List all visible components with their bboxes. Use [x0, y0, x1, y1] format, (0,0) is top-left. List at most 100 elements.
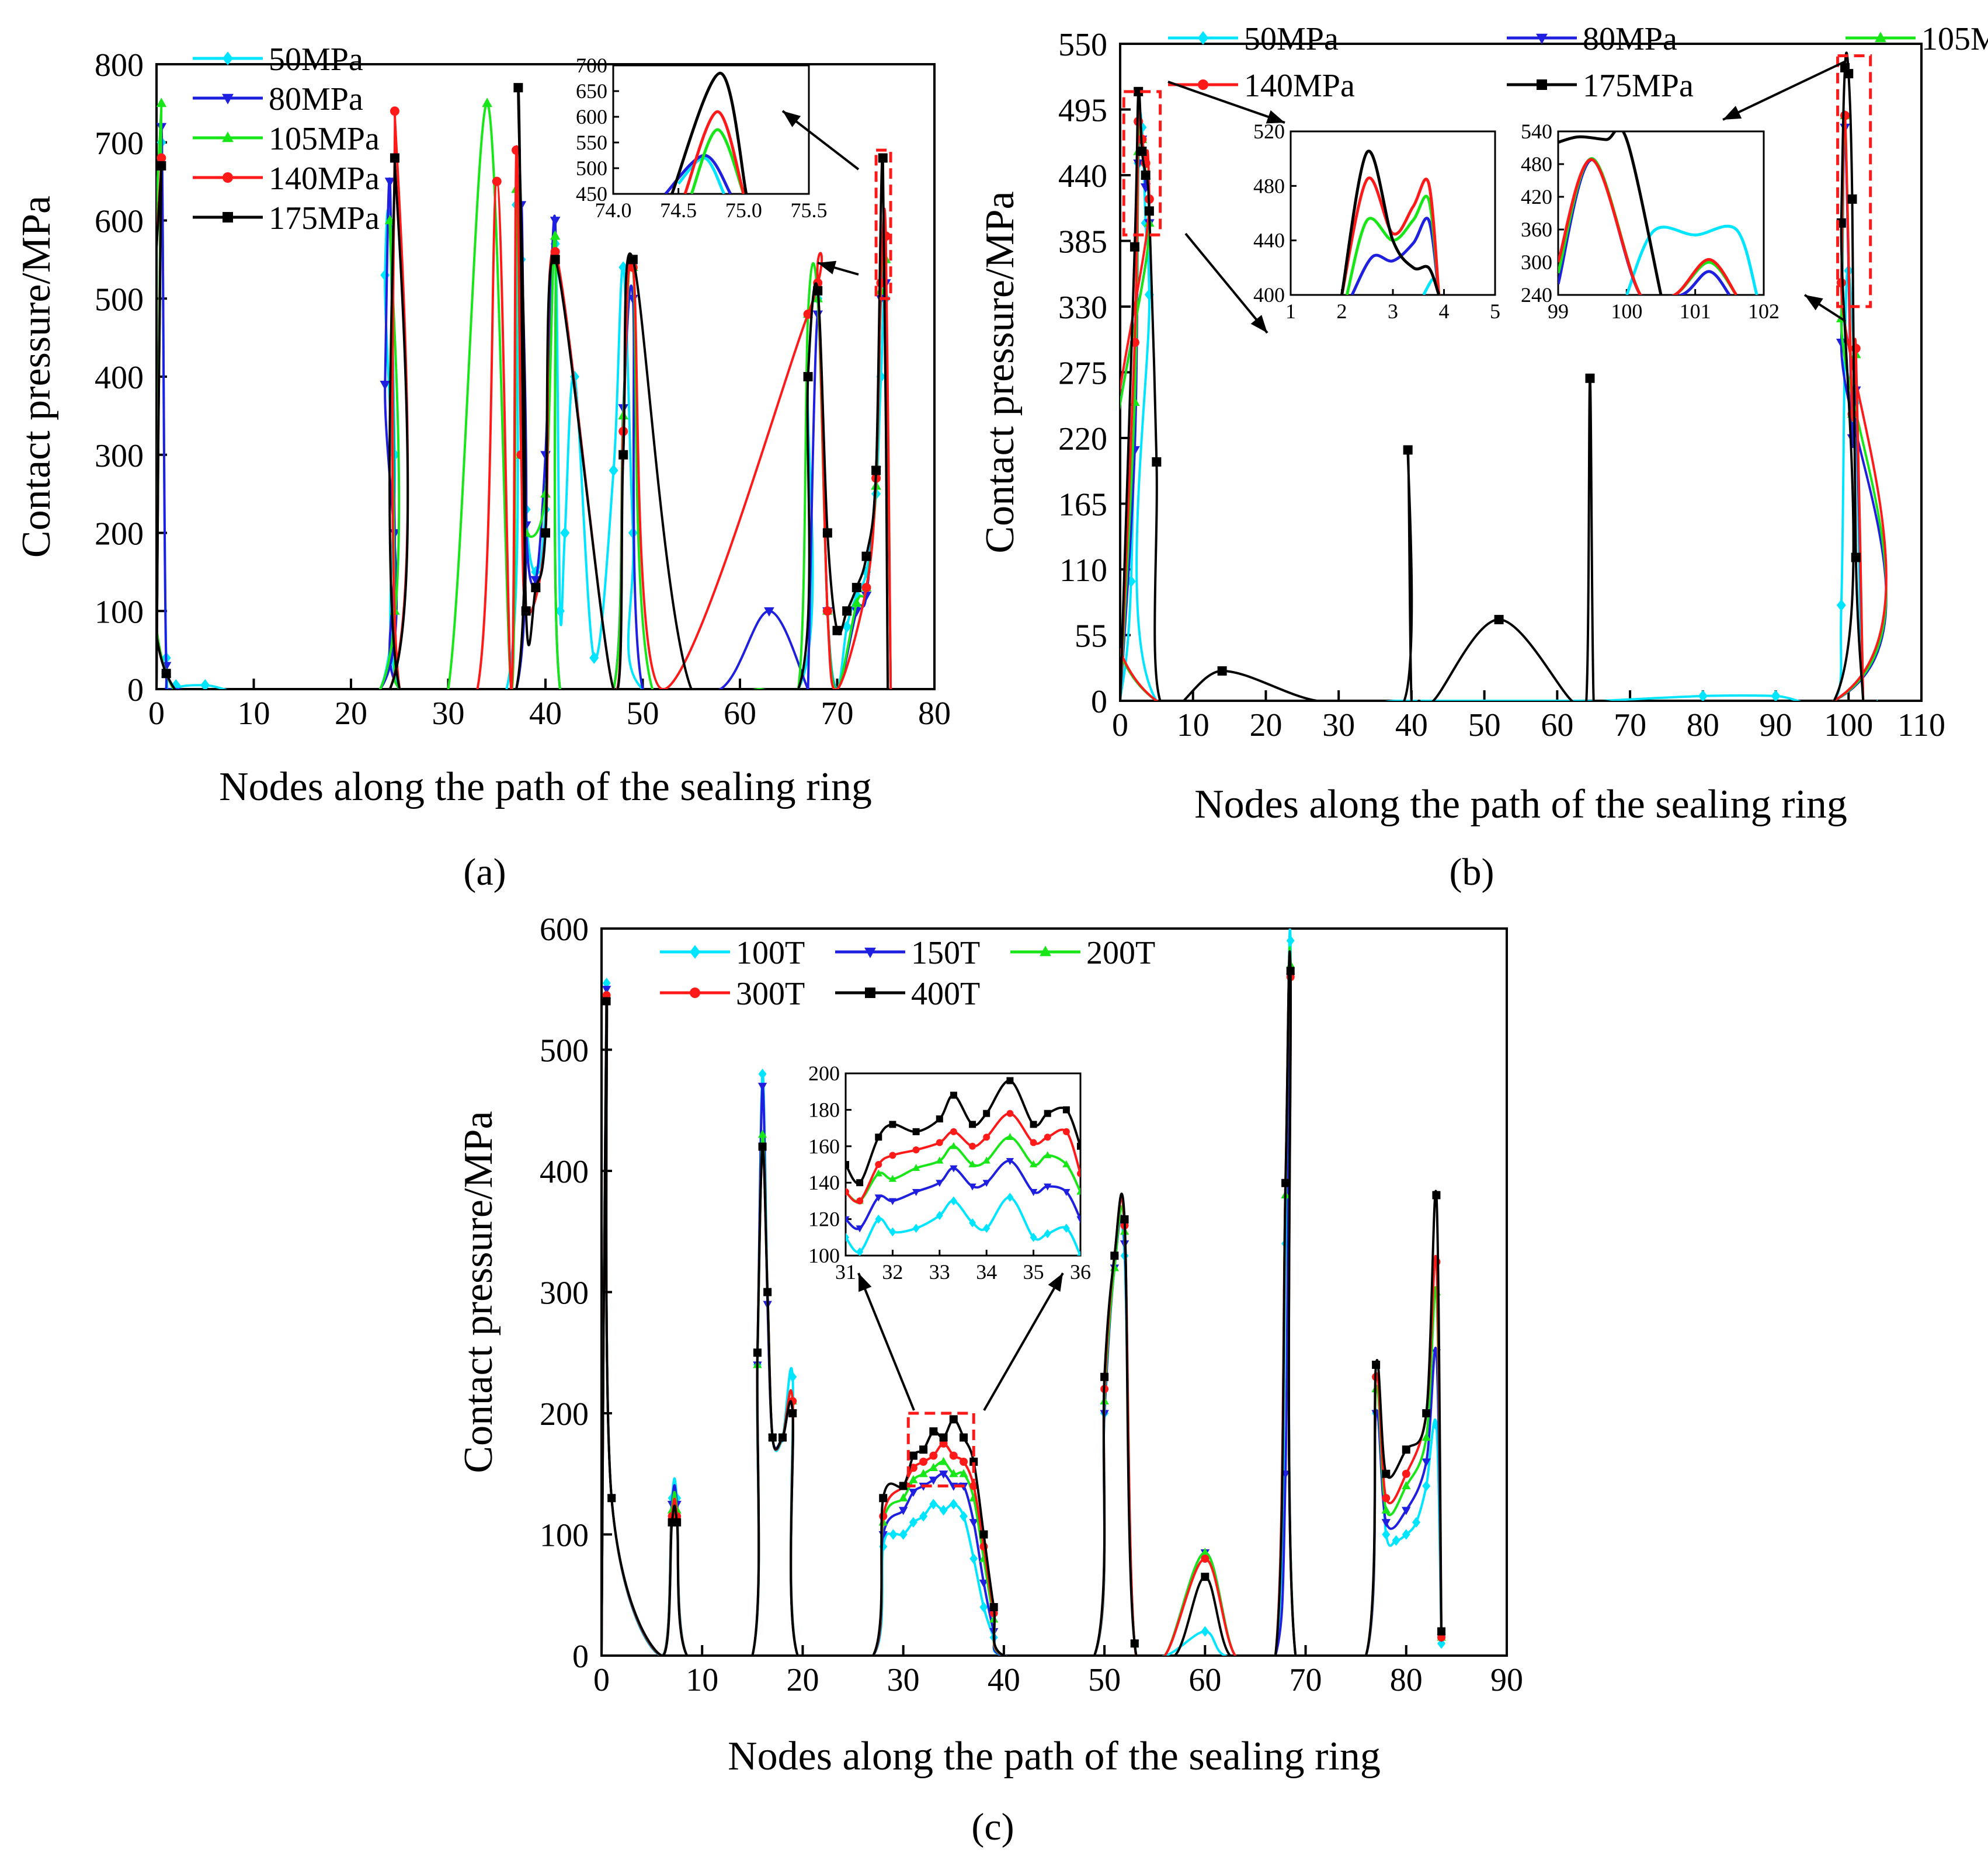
c-inset-data-point [1044, 1183, 1052, 1191]
b-x-tick-label: 110 [1897, 707, 1945, 743]
c-legend-marker [864, 947, 876, 958]
c-data-point [1120, 1215, 1129, 1223]
a-y-tick-label: 700 [95, 126, 144, 162]
c-x-tick-label: 40 [988, 1662, 1020, 1698]
a-inset-plot-frame [612, 64, 810, 195]
c-series-line [602, 946, 1443, 1656]
b-data-point [1585, 373, 1595, 383]
a-data-point [161, 669, 171, 679]
c-data-point [960, 1458, 968, 1466]
a-data-point [550, 217, 561, 227]
b-y-tick-label: 55 [1075, 618, 1107, 655]
c-data-point [899, 1529, 908, 1540]
b-inset-left-series-175MPa [1340, 150, 1441, 295]
b-x-axis-label: Nodes along the path of the sealing ring [1194, 782, 1847, 827]
c-inset-data-point [1030, 1160, 1038, 1167]
a-data-point [813, 286, 823, 295]
b-data-point [1851, 552, 1861, 562]
b-legend-label: 175MPa [1583, 68, 1694, 104]
c-data-point [788, 1409, 797, 1417]
c-data-point [879, 1512, 888, 1521]
c-data-point [758, 1142, 767, 1151]
a-y-tick-label: 300 [95, 438, 144, 474]
c-data-point [1382, 1494, 1391, 1503]
b-x-tick-label: 40 [1395, 707, 1428, 743]
c-inset-data-point [936, 1139, 943, 1146]
c-data-point [959, 1469, 968, 1477]
c-inset-data-point [950, 1196, 957, 1206]
c-inset-data-point [1044, 1229, 1051, 1239]
c-data-point [919, 1511, 928, 1522]
a-y-tick-label: 0 [127, 672, 144, 708]
c-x-tick-label: 30 [887, 1662, 920, 1698]
c-inset-data-point [846, 1188, 849, 1195]
a-data-point [589, 652, 599, 664]
c-data-point [929, 1462, 939, 1471]
a-arrow-down-head [818, 260, 837, 274]
b-data-point [1217, 666, 1227, 676]
c-data-point [929, 1499, 938, 1510]
a-y-tick-label: 600 [95, 204, 144, 240]
b-inset-left-y-tick-label: 520 [1253, 120, 1285, 143]
c-inset-data-point [1062, 1189, 1071, 1196]
c-data-point [949, 1415, 958, 1424]
c-data-point [1402, 1481, 1411, 1490]
a-inset-series-140MPa [683, 110, 745, 194]
c-data-point [788, 1371, 797, 1382]
c-data-point [1382, 1529, 1391, 1540]
a-data-point [618, 450, 628, 460]
c-data-point [1381, 1519, 1391, 1528]
b-zoom-box-right [1836, 54, 1872, 308]
c-data-point [757, 1083, 767, 1091]
b-x-tick-label: 50 [1468, 707, 1501, 743]
c-inset-data-point [950, 1142, 958, 1149]
c-inset-data-point [969, 1142, 976, 1150]
c-inset-data-point [936, 1156, 944, 1164]
a-data-point [482, 98, 492, 107]
b-legend-label: 105MPa [1921, 21, 1988, 57]
b-data-point [1698, 690, 1708, 701]
c-data-point [979, 1579, 989, 1588]
c-inset-data-point [1030, 1139, 1037, 1146]
c-data-point [960, 1433, 968, 1442]
a-inset-series-175MPa [670, 71, 748, 194]
c-data-point [1402, 1507, 1411, 1515]
a-y-tick-label: 200 [95, 516, 144, 552]
c-inset-x-tick-label: 35 [1023, 1260, 1044, 1284]
c-inset-data-point [1062, 1160, 1071, 1167]
c-inset-data-point [874, 1194, 882, 1202]
a-data-point [157, 161, 166, 171]
b-inset-right-series-50MPa [1625, 224, 1758, 295]
c-arrow-right-head [1048, 1273, 1063, 1292]
c-legend-marker [690, 945, 700, 959]
c-legend-label: 150T [911, 935, 980, 971]
a-inset-y-tick-label: 450 [576, 182, 607, 206]
a-inset-series-50MPa [677, 156, 726, 194]
c-data-point [1286, 935, 1295, 946]
b-data-point [1137, 147, 1147, 157]
c-data-point [909, 1489, 918, 1497]
a-data-point [560, 527, 570, 539]
a-legend-marker [222, 93, 234, 105]
b-inset-left-x-tick-label: 1 [1285, 300, 1296, 323]
c-y-axis-label: Contact pressure/MPa [456, 1111, 501, 1473]
c-inset-data-point [888, 1174, 896, 1182]
b-data-point [1494, 614, 1504, 624]
a-x-tick-label: 70 [821, 696, 854, 732]
c-inset-data-point [1062, 1106, 1070, 1114]
c-data-point [949, 1499, 958, 1510]
c-inset-data-point [1077, 1170, 1080, 1177]
b-x-tick-label: 20 [1249, 707, 1282, 743]
b-inset-right-series-140MPa [1558, 158, 1738, 295]
a-data-point [832, 625, 842, 635]
b-data-point [1844, 69, 1854, 79]
b-x-tick-label: 100 [1824, 707, 1873, 743]
c-series-line [602, 950, 1443, 1656]
panel-a-chart: (a) 0 10 20 30 40 50 60 70 800100200300400500600… [14, 41, 951, 894]
c-arrow-right [983, 1273, 1064, 1411]
c-legend-label: 100T [736, 935, 805, 971]
a-data-point [550, 255, 560, 265]
c-inset-x-tick-label: 33 [929, 1260, 950, 1284]
c-inset-data-point [983, 1223, 990, 1233]
b-x-tick-label: 30 [1322, 707, 1355, 743]
